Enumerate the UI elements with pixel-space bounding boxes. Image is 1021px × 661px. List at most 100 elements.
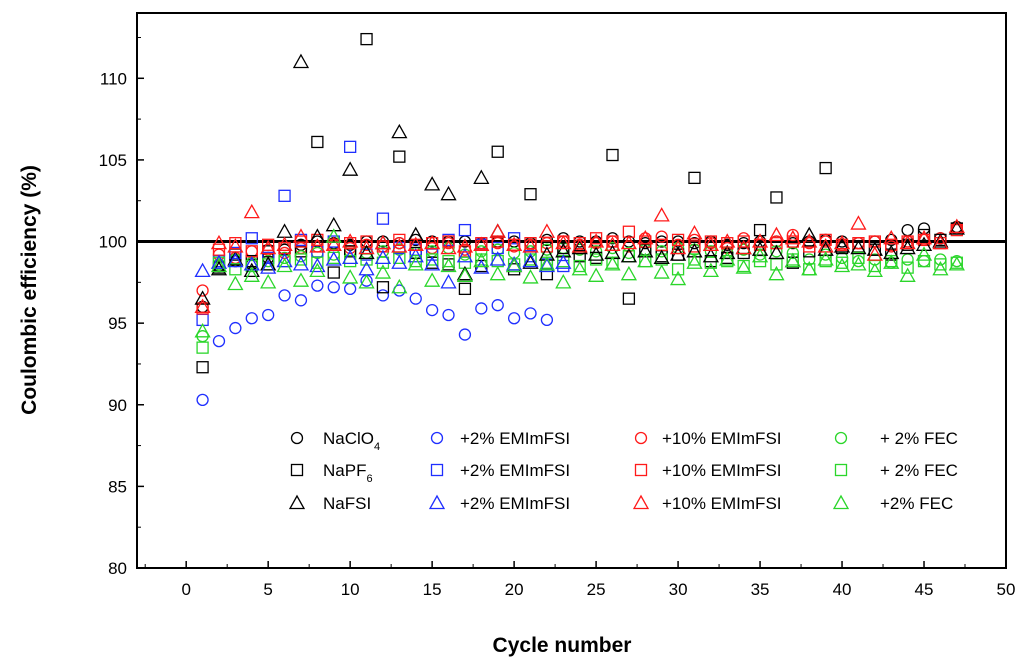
data-point (817, 241, 834, 256)
data-point (948, 256, 965, 271)
data-point (850, 256, 867, 271)
data-point (737, 235, 750, 248)
x-tick-label: 15 (423, 580, 442, 599)
data-point (637, 242, 654, 258)
data-point (637, 252, 654, 268)
data-point (784, 252, 801, 268)
data-point (620, 234, 637, 250)
legend-marker (834, 431, 848, 445)
data-point (735, 259, 752, 274)
data-point (342, 161, 359, 176)
data-point (899, 239, 916, 255)
data-point (458, 223, 472, 237)
x-tick-label: 25 (587, 580, 606, 599)
data-point (688, 240, 701, 253)
data-point (489, 265, 506, 281)
data-point (278, 189, 291, 202)
data-point (506, 256, 523, 271)
data-point (376, 289, 390, 302)
data-point (932, 234, 949, 250)
data-point (342, 269, 359, 284)
x-tick-label: 20 (505, 580, 524, 599)
data-point (835, 256, 849, 269)
data-point (538, 256, 556, 271)
y-tick-label: 80 (108, 559, 127, 578)
data-point (456, 267, 474, 282)
data-point (407, 256, 424, 271)
data-point (589, 232, 603, 245)
data-point (311, 279, 324, 292)
x-tick-label: 0 (181, 580, 190, 599)
data-point (407, 226, 424, 242)
legend-marker (832, 494, 850, 510)
data-point (768, 265, 785, 281)
data-point (227, 251, 244, 266)
data-point (243, 267, 260, 282)
data-point (376, 212, 390, 225)
legend-label: +2% FEC (880, 494, 953, 513)
data-point (344, 245, 357, 258)
data-point (688, 171, 701, 185)
data-point (245, 232, 258, 245)
data-point (770, 237, 783, 250)
data-point (751, 247, 769, 263)
data-point (524, 307, 537, 320)
data-point (507, 232, 521, 245)
data-point (491, 145, 504, 158)
data-point (719, 251, 736, 266)
y-tick-label: 110 (100, 69, 127, 88)
data-series-square (196, 223, 963, 315)
data-point (768, 226, 785, 242)
data-point (473, 169, 490, 185)
data-point (407, 236, 424, 251)
data-point (866, 262, 883, 278)
data-point (489, 223, 506, 238)
data-point (309, 238, 326, 253)
data-point (587, 246, 605, 261)
data-point (473, 236, 490, 251)
data-point (325, 236, 342, 251)
data-point (934, 258, 947, 271)
data-point (276, 257, 293, 273)
plot-frame (136, 12, 1007, 569)
data-point (852, 237, 865, 250)
data-point (292, 53, 310, 69)
legend-label: +10% EMImFSI (662, 429, 782, 448)
data-series-triangle (194, 247, 572, 289)
data-point (489, 251, 506, 266)
data-point (702, 247, 719, 263)
legend-label: +2% EMImFSI (460, 461, 570, 480)
x-tick-label: 50 (997, 580, 1016, 599)
data-point (325, 228, 342, 243)
data-point (704, 235, 718, 248)
data-point (292, 228, 310, 243)
data-point (932, 233, 949, 248)
data-point (917, 254, 931, 268)
legend-marker (290, 431, 304, 445)
data-point (276, 236, 293, 251)
data-point (522, 254, 539, 269)
data-series-circle (196, 274, 554, 407)
data-point (587, 267, 605, 282)
data-point (407, 247, 424, 263)
data-point (491, 299, 504, 312)
data-point (507, 312, 521, 325)
data-point (260, 259, 277, 274)
data-point (555, 274, 572, 289)
data-point (227, 252, 244, 268)
data-point (540, 313, 554, 327)
data-point (786, 228, 799, 242)
data-point (342, 233, 359, 248)
data-point (524, 237, 537, 250)
data-point (555, 234, 572, 250)
data-point (669, 239, 687, 255)
data-point (817, 251, 834, 266)
data-point (735, 239, 752, 255)
data-point (885, 238, 898, 251)
data-point (424, 256, 441, 271)
data-point (262, 308, 275, 322)
data-point (604, 236, 621, 251)
data-point (194, 290, 211, 305)
legend-marker (288, 494, 306, 510)
